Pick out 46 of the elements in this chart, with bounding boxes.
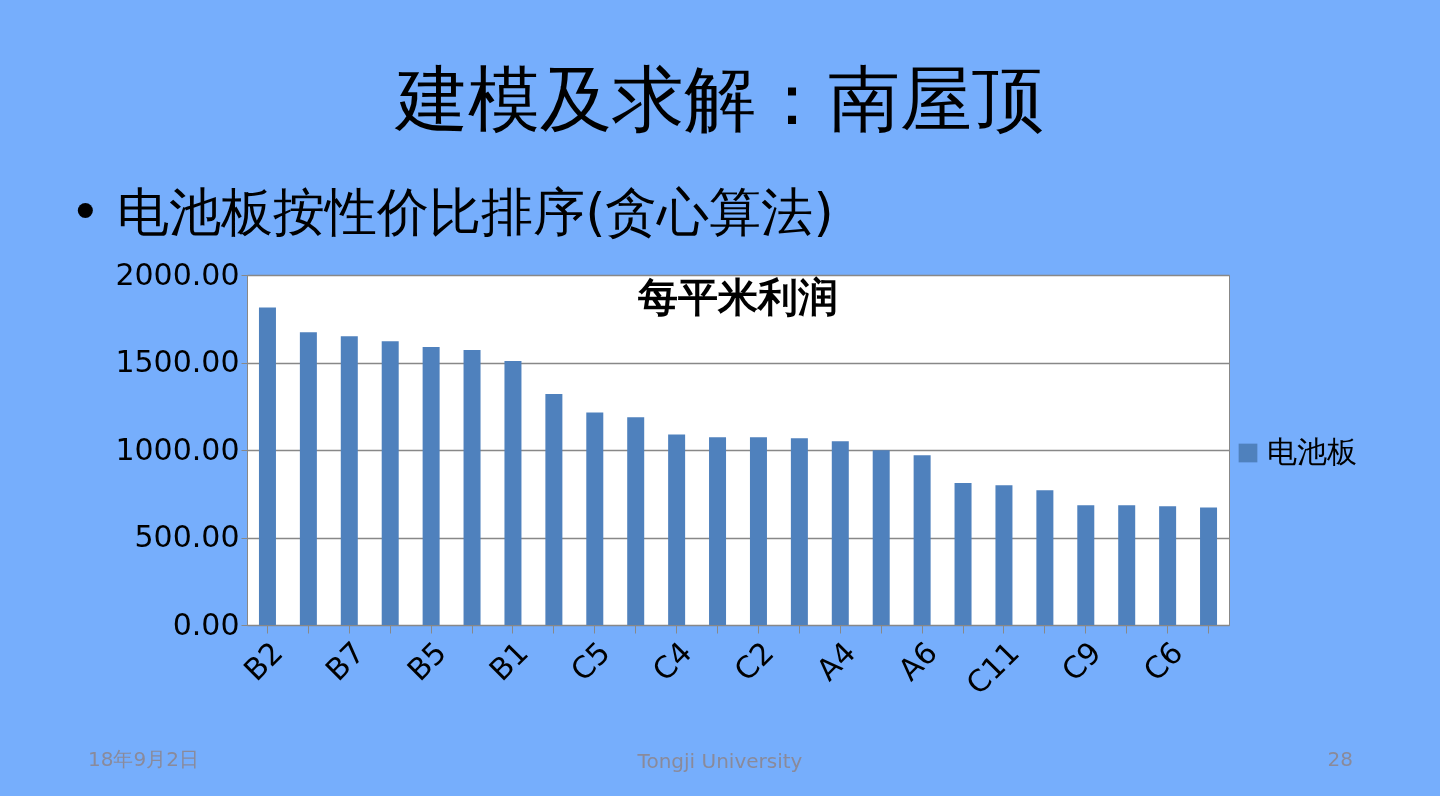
bar [381, 341, 399, 625]
x-tick-label: A6 [891, 634, 945, 688]
bar [1077, 505, 1095, 625]
bar [258, 307, 276, 625]
y-tick-label: 2000.00 [115, 256, 240, 292]
bar [422, 347, 440, 625]
y-tick-label: 500.00 [134, 519, 240, 554]
x-tick-label: B5 [400, 634, 454, 688]
text: 18年9月2日 [88, 747, 199, 771]
bar [463, 350, 481, 625]
chart-title: 建模及求解：南屋顶 [394, 57, 1044, 141]
bar [545, 394, 563, 625]
bar [1118, 505, 1136, 625]
bar [831, 441, 849, 625]
x-tick-label: B7 [318, 634, 372, 688]
text: Tongji University [636, 749, 803, 773]
bar [1159, 506, 1177, 625]
bar [872, 450, 890, 625]
bar [913, 455, 931, 625]
bar [504, 361, 522, 625]
x-tick-label: C9 [1054, 634, 1108, 688]
bar [668, 434, 686, 625]
x-tick-label: A4 [809, 634, 863, 688]
bar [627, 417, 645, 625]
bar [995, 485, 1013, 625]
bar [709, 437, 727, 625]
bar [1200, 507, 1218, 625]
bar [1036, 490, 1054, 625]
legend-label: 电池板 [1267, 434, 1357, 469]
x-tick-label: B1 [482, 634, 535, 688]
x-tick-label: C6 [1136, 634, 1190, 688]
bar [586, 412, 604, 625]
y-tick-label: 1500.00 [115, 344, 240, 379]
bar [749, 437, 767, 625]
x-tick-label: C4 [645, 634, 699, 688]
bar [340, 336, 358, 625]
bar [954, 483, 972, 625]
y-tick-label: 1000.00 [115, 431, 240, 467]
bar [790, 438, 808, 625]
annotation: 每平米利润 [637, 274, 838, 320]
x-tick-label: C2 [727, 634, 781, 688]
x-tick-label: C5 [563, 634, 617, 688]
text: 28 [1327, 747, 1353, 771]
bar [299, 332, 317, 625]
x-tick-label: C11 [959, 634, 1026, 702]
chart-subtitle: • 电池板按性价比排序(贪心算法) [70, 182, 834, 242]
